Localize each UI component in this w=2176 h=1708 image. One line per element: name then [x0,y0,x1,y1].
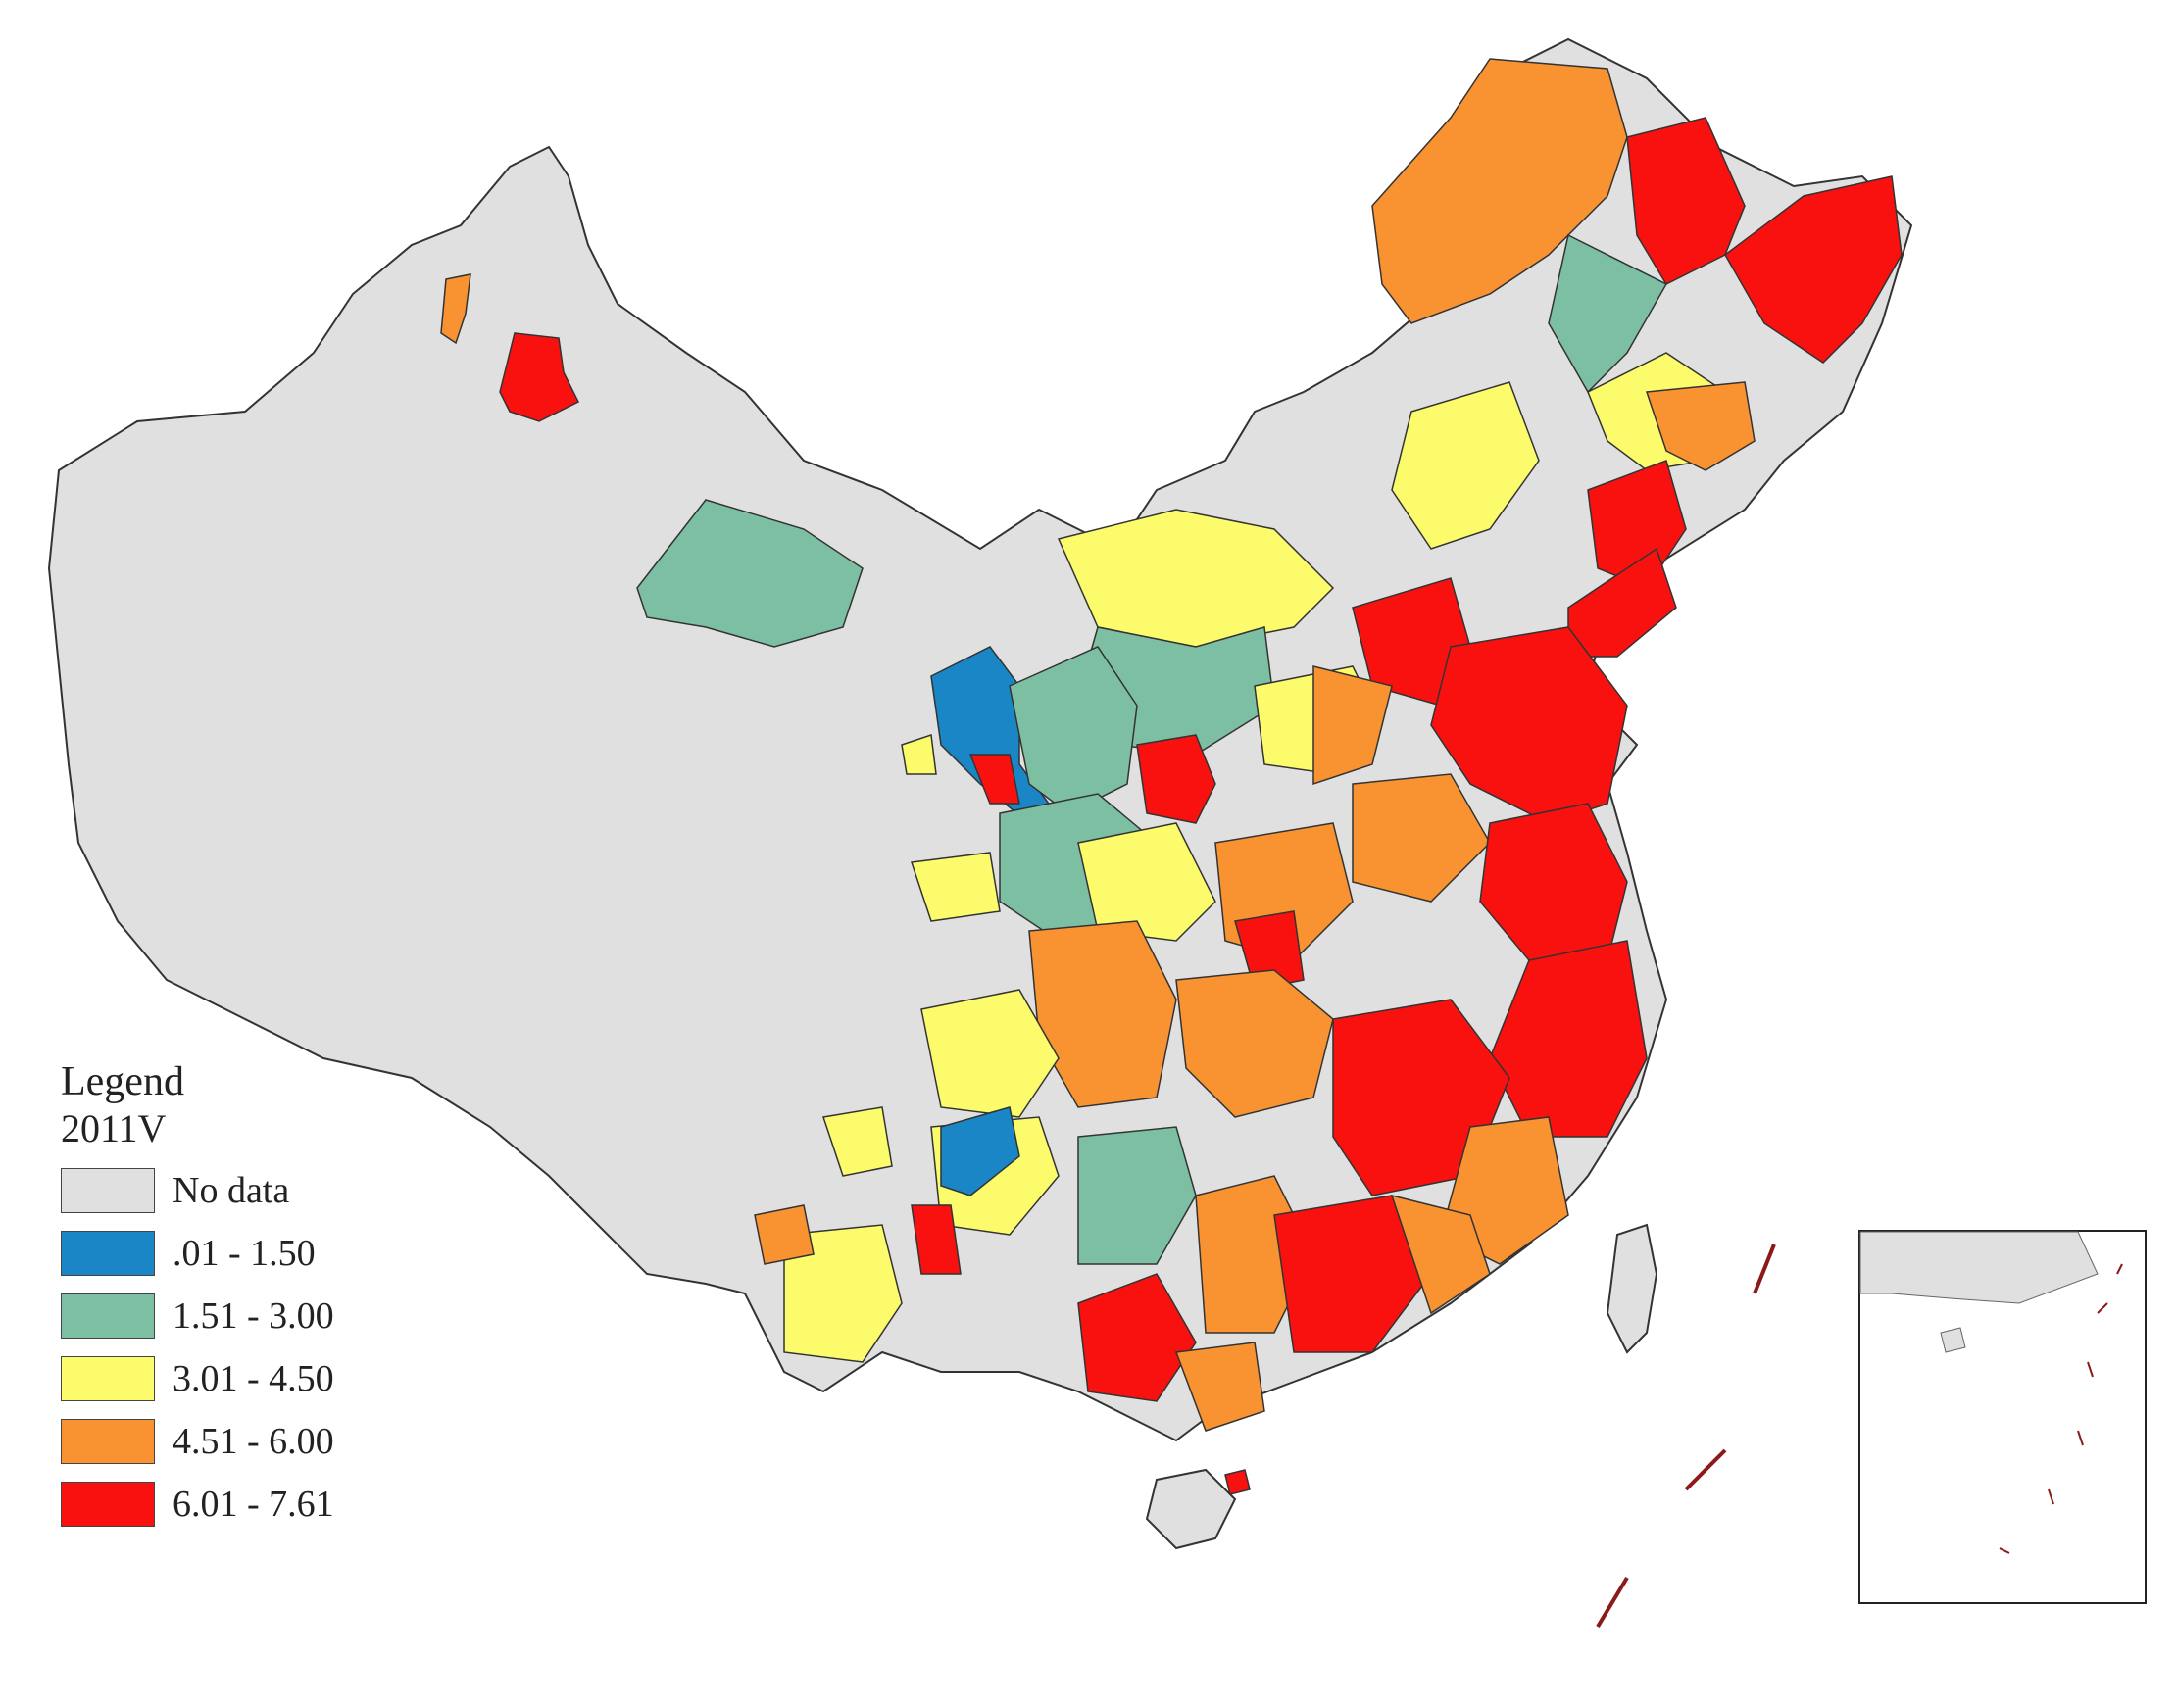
legend-label: 3.01 - 4.50 [173,1358,334,1399]
legend-label: 1.51 - 3.00 [173,1295,334,1337]
region-polygons [440,58,1903,1495]
legend-label: 4.51 - 6.00 [173,1421,334,1462]
hainan-island [1145,1468,1237,1550]
legend-row-class-4: 4.51 - 6.00 [61,1417,414,1466]
legend-swatch [61,1482,155,1527]
legend-swatch [61,1419,155,1464]
legend-title: Legend [61,1059,184,1104]
legend-row-no-data: No data [61,1166,414,1215]
south-china-sea-inset [1858,1230,2147,1604]
legend-label: No data [173,1170,290,1211]
legend-row-class-3: 3.01 - 4.50 [61,1354,414,1403]
taiwan-island [1606,1223,1658,1354]
legend-label: 6.01 - 7.61 [173,1484,334,1525]
legend-row-class-5: 6.01 - 7.61 [61,1480,414,1529]
nine-dash-line [1596,1244,1776,1629]
legend-swatch [61,1293,155,1339]
legend-swatch [61,1231,155,1276]
legend-label: .01 - 1.50 [173,1233,316,1274]
legend-row-class-1: .01 - 1.50 [61,1229,414,1278]
legend-swatch [61,1168,155,1213]
legend-row-class-2: 1.51 - 3.00 [61,1292,414,1341]
legend-subtitle: 2011V [61,1106,167,1150]
legend-swatch [61,1356,155,1401]
map-legend: Legend 2011V No data .01 - 1.50 1.51 - 3… [61,1058,414,1542]
